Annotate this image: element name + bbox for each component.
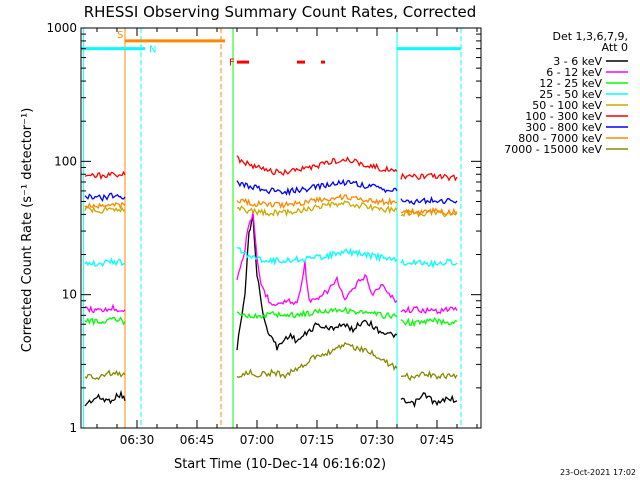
legend-label: 800 - 7000 keV [518,132,602,145]
footer-date: 23-Oct-2021 17:02 [560,468,636,477]
flag-label: N [149,45,156,56]
legend-label: 7000 - 15000 keV [504,143,602,156]
x-tick-label: 07:00 [240,433,275,447]
series-line [400,258,458,270]
series-line [236,178,398,197]
series-line [84,192,126,202]
series-line [236,246,398,267]
chart-title: RHESSI Observing Summary Count Rates, Co… [84,3,477,21]
series-line [236,215,398,351]
series-line [236,341,398,380]
x-tick-label: 07:45 [420,433,455,447]
plot-frame [80,27,482,429]
legend-label: 3 - 6 keV [553,55,602,68]
legend-label: 100 - 300 keV [525,110,602,123]
series-line [84,369,126,381]
series-line [400,305,458,315]
series-line [84,316,126,327]
y-tick-label: 10 [62,288,77,302]
flag-label: F [229,58,235,69]
legend-header: Det 1,3,6,7,9, [552,30,628,43]
legend-label: 25 - 50 keV [539,88,602,101]
series-line [400,317,458,328]
flag-label: S [117,30,123,41]
series-line [236,211,398,307]
series-line [236,200,398,218]
y-tick-label: 100 [54,154,77,168]
legend-label: 50 - 100 keV [532,99,602,112]
series-line [84,257,126,268]
series-line [236,155,398,176]
series-line [84,303,126,314]
series-line [84,389,126,407]
y-axis-label: Corrected Count Rate (s⁻¹ detector⁻¹) [20,108,35,353]
series-line [84,205,126,214]
x-tick-label: 07:30 [360,433,395,447]
series-line [400,172,458,182]
legend-header: Att 0 [602,41,628,54]
x-tick-label: 06:30 [120,433,155,447]
series-line [400,392,458,409]
series-line [236,306,398,320]
legend-label: 12 - 25 keV [539,77,602,90]
x-tick-label: 07:15 [300,433,335,447]
series-line [84,170,126,181]
legend-label: 6 - 12 keV [546,66,602,79]
y-tick-label: 1000 [46,21,77,35]
x-tick-label: 06:45 [180,433,215,447]
series-line [236,193,397,209]
y-tick-label: 1 [69,421,77,435]
legend-label: 300 - 800 keV [525,121,602,134]
series-line [400,369,458,381]
series-line [84,201,126,210]
x-axis-label: Start Time (10-Dec-14 06:16:02) [174,457,386,472]
series-line [400,206,458,217]
series-line [400,195,458,206]
